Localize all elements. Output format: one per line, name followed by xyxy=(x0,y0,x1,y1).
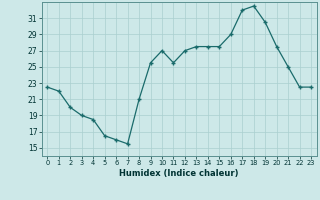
X-axis label: Humidex (Indice chaleur): Humidex (Indice chaleur) xyxy=(119,169,239,178)
